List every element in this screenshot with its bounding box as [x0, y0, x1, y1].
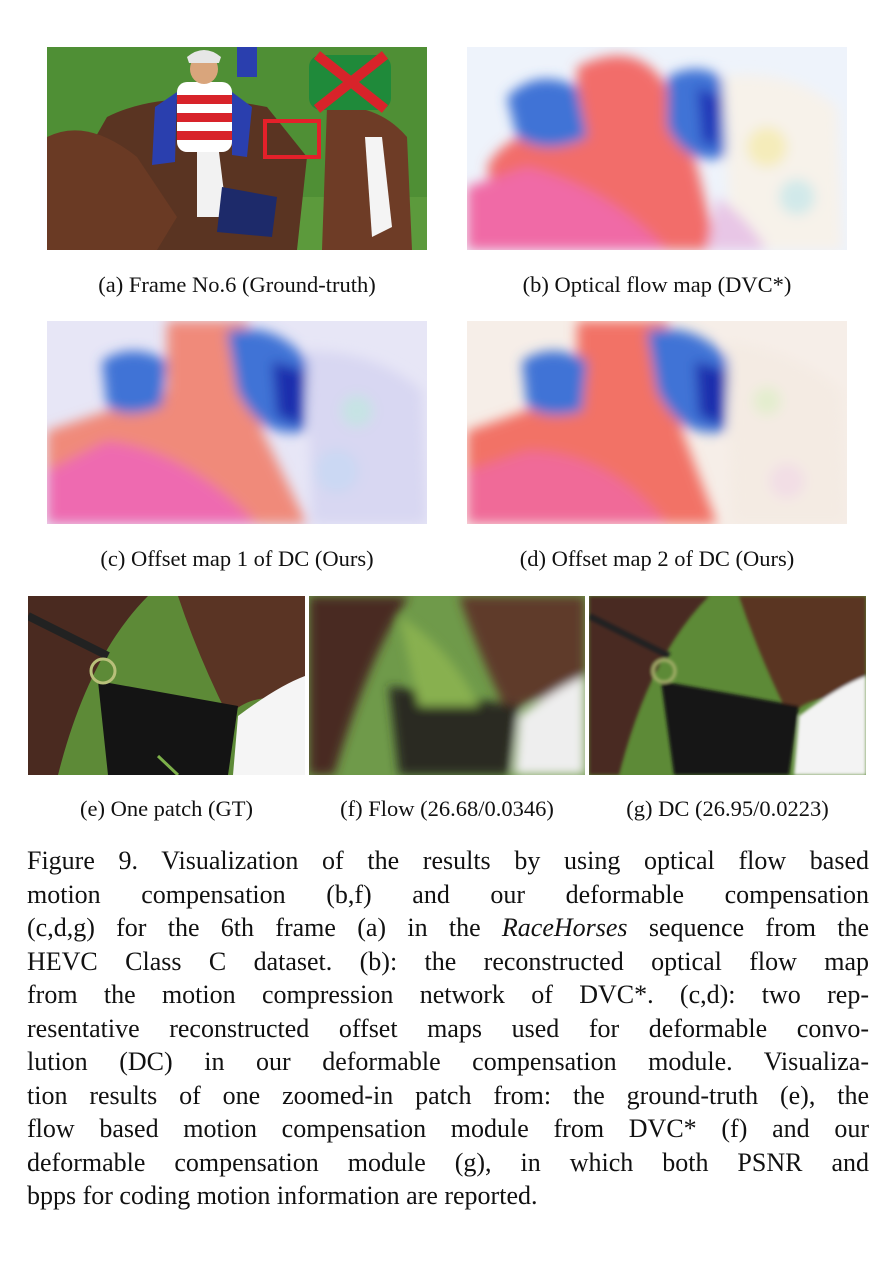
caption-line: resentative reconstructed offset maps us…	[27, 1013, 869, 1043]
caption-text: (c,d,g) for the 6th frame (a) in the	[27, 913, 502, 942]
caption-line: HEVC Class C dataset. (b): the reconstru…	[27, 946, 869, 976]
caption-line: deformable compensation module (g), in w…	[27, 1147, 869, 1177]
caption-f: (f) Flow (26.68/0.0346)	[340, 796, 554, 821]
flow-patch-image	[309, 596, 585, 775]
caption-d: (d) Offset map 2 of DC (Ours)	[519, 546, 795, 571]
dc-patch-image	[589, 596, 866, 775]
caption-line: flow based motion compensation module fr…	[27, 1114, 869, 1143]
figure-caption: Figure 9. Visualization of the results b…	[27, 844, 869, 1213]
caption-line: lution (DC) in our deformable compensati…	[27, 1047, 869, 1076]
frame-ground-truth-image	[47, 47, 427, 250]
offset-map-2-image	[467, 321, 847, 524]
caption-g: (g) DC (26.95/0.0223)	[626, 796, 829, 821]
caption-line: motion compensation (b,f) and our deform…	[27, 879, 869, 909]
caption-line: tion results of one zoomed-in patch from…	[27, 1080, 869, 1110]
caption-e: (e) One patch (GT)	[79, 796, 254, 821]
caption-line: bpps for coding motion information are r…	[27, 1181, 538, 1210]
optical-flow-map-image	[467, 47, 847, 250]
sequence-name: RaceHorses	[501, 913, 628, 942]
caption-line: (c,d,g) for the 6th frame (a) in the Rac…	[27, 911, 869, 945]
caption-c: (c) Offset map 1 of DC (Ours)	[100, 546, 374, 571]
gt-patch-image	[28, 596, 305, 775]
caption-a: (a) Frame No.6 (Ground-truth)	[98, 272, 376, 297]
caption-text: sequence from the	[627, 913, 870, 942]
caption-line: Figure 9. Visualization of the results b…	[27, 846, 869, 875]
caption-line: from the motion compression network of D…	[27, 980, 869, 1009]
caption-b: (b) Optical flow map (DVC*)	[522, 272, 792, 297]
offset-map-1-image	[47, 321, 427, 524]
